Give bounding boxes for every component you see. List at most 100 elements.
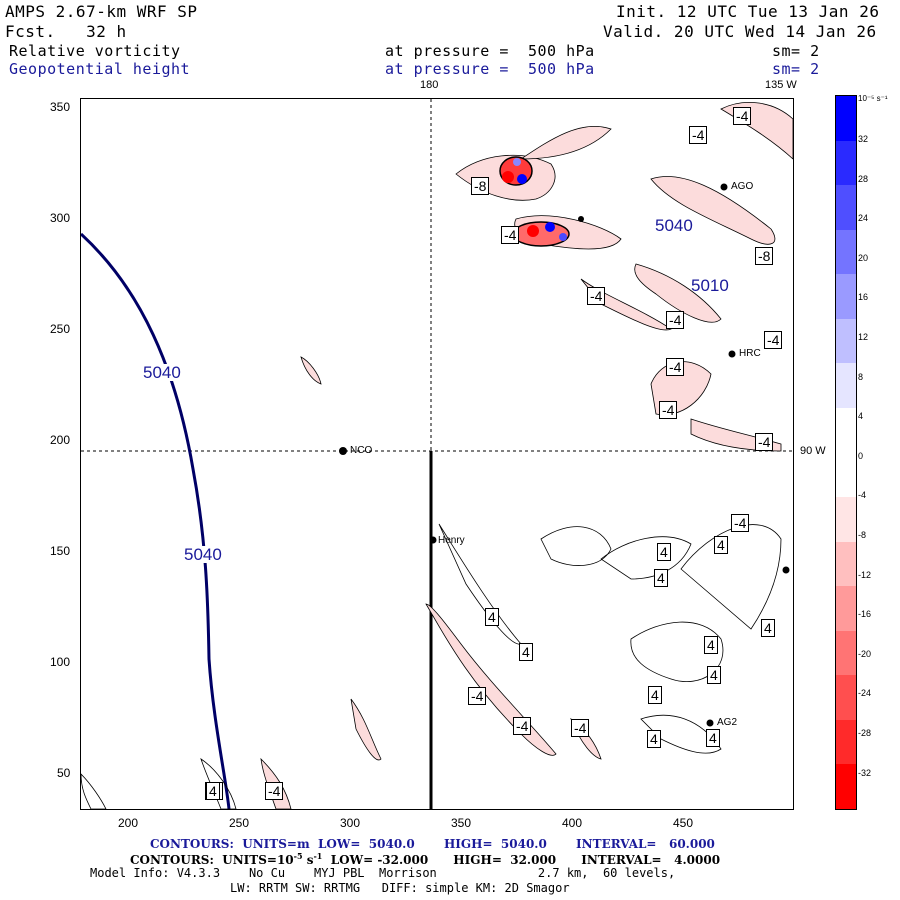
station-hrc-marker [728,350,736,358]
vorticity-value-label: 4 [648,686,662,704]
station-henry-marker [429,536,437,544]
colorbar-swatch [836,452,856,498]
colorbar-label: -20 [858,648,872,659]
colorbar-label: 24 [858,213,869,224]
colorbar-swatch [836,140,856,186]
vorticity-value-label: -4 [659,401,678,419]
field2-name: Geopotential height [9,60,191,78]
x-tick: 200 [118,816,139,830]
colorbar-label: -12 [858,569,872,580]
vorticity-value-label: 4 [704,636,718,654]
vorticity-value-label: 4 [761,619,775,637]
colorbar-label: 4 [858,411,864,422]
vorticity-value-label: -8 [755,247,774,265]
vorticity-value-label: -4 [764,331,783,349]
y-tick: 250 [50,322,71,336]
contour-info-vorticity: CONTOURS: UNITS=10-5 s-1 LOW= -32.000 HI… [130,851,721,867]
model-info: Model Info: V4.3.3 No Cu MYJ PBL Morriso… [90,866,676,880]
x-tick: 450 [673,816,694,830]
colorbar-label: -4 [858,490,867,501]
colorbar-swatch [836,675,856,720]
y-tick: 150 [50,544,71,558]
station-label-hrc: HRC [739,348,761,359]
colorbar-label: 8 [858,371,864,382]
contour-info-height: CONTOURS: UNITS=m LOW= 5040.0 HIGH= 5040… [150,837,715,851]
x-tick: 350 [451,816,472,830]
longitude-label-90w: 90 W [800,445,826,457]
colorbar-label: 16 [858,292,869,303]
y-tick: 350 [50,100,71,114]
forecast-hour: Fcst. 32 h [5,22,127,41]
station-label-henry: Henry [438,535,465,546]
x-tick: 250 [229,816,250,830]
colorbar-swatch [836,185,856,230]
vorticity-value-label: 4 [647,730,661,748]
colorbar-label: -28 [858,728,872,738]
vorticity-value-label: -4 [731,514,750,532]
colorbar-swatch [836,630,856,676]
vorticity-value-label: -4 [468,687,487,705]
map-canvas [81,99,793,809]
colorbar-swatch [836,764,856,809]
station-ago-marker [720,183,728,191]
vorticity-value-label: 4 [654,569,668,587]
colorbar-label: -8 [858,530,867,540]
station-label-ag2: AG2 [717,717,738,728]
field1-name: Relative vorticity [9,42,181,60]
vorticity-value-label: 4 [706,729,720,747]
field1-smoothing: sm= 2 [772,42,820,60]
colorbar-swatch [836,363,856,408]
vorticity-value-label: -8 [471,177,490,195]
vorticity-value-label: -4 [265,782,284,800]
field1-pressure: at pressure = 500 hPa [385,42,595,60]
vorticity-colorbar [835,95,857,810]
longitude-label-135w: 135 W [765,79,797,91]
vorticity-value-label: -4 [666,358,685,376]
colorbar-swatch [836,719,856,765]
colorbar-label: -16 [858,609,872,620]
physics-info: LW: RRTM SW: RRTMG DIFF: simple KM: 2D S… [230,881,570,895]
vorticity-value-label: -4 [501,226,520,244]
valid-time: Valid. 20 UTC Wed 14 Jan 26 [603,22,877,41]
init-time: Init. 12 UTC Tue 13 Jan 26 [616,2,880,21]
colorbar-label: -24 [858,688,872,699]
vorticity-value-label: 4 [519,643,533,661]
vorticity-value-label: 4 [485,608,499,626]
colorbar-label: -32 [858,767,872,778]
x-tick: 300 [340,816,361,830]
colorbar-swatch [836,497,856,542]
vorticity-value-label: 4 [657,543,671,561]
colorbar-unit: 10⁻⁵ s⁻¹ [858,94,888,103]
vorticity-value-label: -4 [587,287,606,305]
field2-smoothing: sm= 2 [772,60,820,78]
model-title: AMPS 2.67-km WRF SP [5,2,198,21]
map-plot-area[interactable]: NCO Henry AGO HRC AG2 5040 5040 5040 501… [80,98,794,810]
colorbar-label: 0 [858,450,864,461]
colorbar-label: 28 [858,173,869,184]
height-label: 5010 [691,276,729,295]
geopotential-contour-5040 [81,232,231,809]
vorticity-value-label: 4 [707,666,721,684]
colorbar-swatch [836,407,856,453]
vorticity-value-label: 4 [714,536,728,554]
colorbar-swatch [836,96,856,141]
longitude-label-180: 180 [420,79,439,91]
colorbar-label: 32 [858,134,869,144]
y-tick: 300 [50,211,71,225]
station-nco-marker [339,447,347,455]
colorbar-swatch [836,541,856,587]
vorticity-value-label: -4 [755,433,774,451]
colorbar-swatch [836,586,856,631]
vorticity-value-label: 4 [206,782,220,800]
colorbar-label: 12 [858,332,869,342]
vortex-cluster-north [499,156,533,186]
vortex-cluster-south [512,221,570,247]
y-tick: 50 [57,766,71,780]
colorbar-swatch [836,229,856,275]
vorticity-value-label: -4 [689,126,708,144]
height-label: 5040 [655,216,693,235]
vorticity-value-label: -4 [571,719,590,737]
height-label: 5040 [143,363,181,382]
station-ag2-marker [706,719,714,727]
station-edge-marker [782,566,790,574]
